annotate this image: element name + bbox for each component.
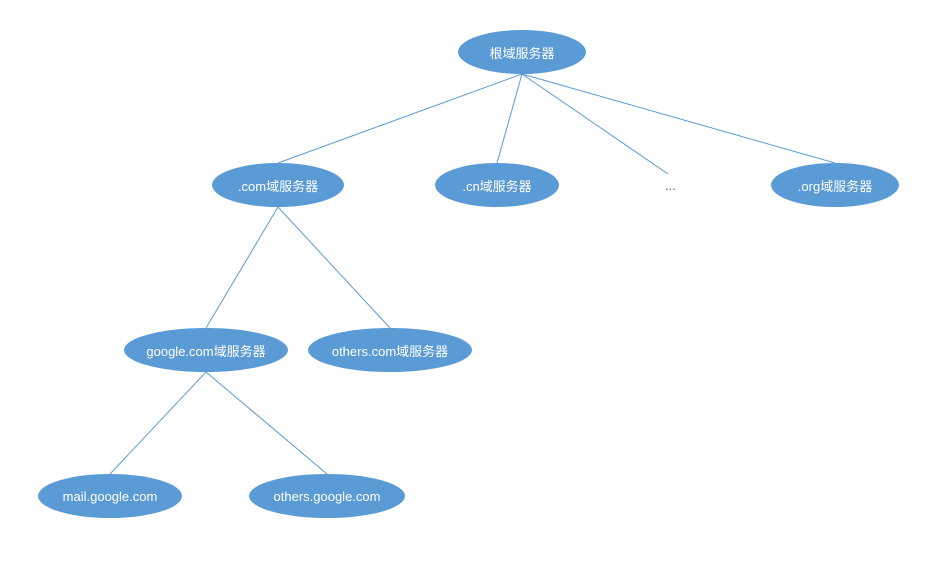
tree-node-mail: mail.google.com [38,474,182,518]
tree-node-label: others.com域服务器 [332,341,448,360]
tree-edge [522,74,668,174]
tree-node-label: 根域服务器 [489,43,554,62]
dns-tree-diagram: ... 根域服务器 .com域服务器 .cn域服务器 .org域服务器 google.c… [0,0,927,566]
tree-node-com: .com域服务器 [212,163,344,207]
tree-edge [206,207,278,328]
tree-node-others-com: others.com域服务器 [308,328,472,372]
tree-edge [497,74,522,163]
tree-node-label: .com域服务器 [238,176,318,195]
tree-node-others-google: others.google.com [249,474,405,518]
tree-edge [278,207,390,328]
tree-edge [522,74,835,163]
tree-node-label: .cn域服务器 [462,176,531,195]
tree-node-label: others.google.com [274,489,381,504]
tree-node-label: mail.google.com [63,489,158,504]
tree-node-google: google.com域服务器 [124,328,288,372]
tree-node-root: 根域服务器 [458,30,586,74]
tree-node-org: .org域服务器 [771,163,899,207]
tree-node-label: .org域服务器 [798,176,872,195]
ellipsis-label: ... [665,178,676,193]
tree-edge [110,372,206,474]
tree-edge [206,372,327,474]
tree-node-cn: .cn域服务器 [435,163,559,207]
tree-node-label: google.com域服务器 [146,341,265,360]
tree-edge [278,74,522,163]
